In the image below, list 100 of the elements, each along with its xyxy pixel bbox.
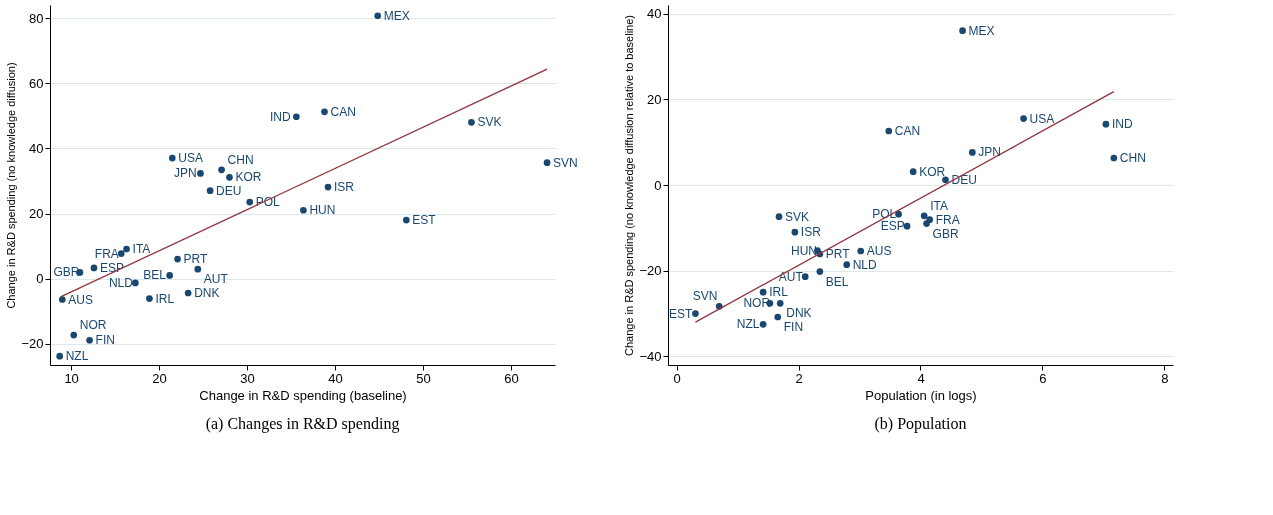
data-label: JPN [978, 145, 1002, 160]
point [90, 264, 98, 272]
point [174, 255, 181, 263]
data-label: AUS [68, 292, 93, 307]
point [374, 12, 382, 20]
data-label: USA [1029, 111, 1055, 126]
data-label: CHN [227, 152, 254, 167]
point [759, 320, 767, 328]
point [959, 27, 966, 35]
point [468, 118, 475, 126]
point [774, 313, 782, 321]
point [292, 113, 300, 121]
y-tick-label: 0 [36, 271, 44, 287]
data-label: MEX [968, 23, 995, 38]
data-label: PRT [825, 247, 851, 261]
y-tick-label: 40 [29, 140, 44, 156]
data-label: MEX [383, 8, 410, 23]
data-label: CAN [894, 124, 921, 138]
y-tick-label: 80 [29, 10, 44, 26]
data-label: CAN [330, 104, 356, 119]
point [692, 310, 699, 317]
point [194, 265, 202, 273]
y-tick-label: 0 [654, 177, 662, 193]
x-tick-label: 4 [917, 370, 925, 386]
y-tick-label: 60 [29, 75, 44, 91]
data-label: GBR [932, 226, 959, 241]
point [86, 336, 93, 344]
point [197, 170, 204, 177]
data-label: ESP [99, 260, 125, 275]
data-label: ITA [132, 242, 151, 257]
y-tick-label: −20 [21, 336, 44, 352]
point [1102, 120, 1110, 128]
point [324, 183, 332, 191]
point [246, 198, 254, 206]
x-tick-label: 10 [64, 370, 79, 386]
point [70, 331, 78, 339]
point [226, 174, 233, 181]
x-axis-title: Change in R&D spending (baseline) [199, 387, 407, 403]
text: (b) Population [874, 415, 967, 433]
data-label: USA [178, 151, 203, 166]
x-tick-label: 6 [1039, 370, 1047, 386]
y-tick-label: −20 [639, 263, 662, 279]
y-axis-title: Change in R&D spending (no knowledge diffusion) [5, 62, 18, 309]
data-label: BEL [825, 274, 849, 289]
data-label: ESP [880, 219, 905, 234]
point [166, 272, 174, 279]
data-label: CHN [1119, 151, 1146, 165]
point [1110, 154, 1118, 162]
x-tick-label: 50 [416, 370, 431, 386]
x-tick-label: 8 [1161, 370, 1169, 386]
data-label: SVN [553, 155, 578, 170]
data-label: JPN [174, 166, 197, 181]
data-label: ITA [930, 198, 948, 213]
point [968, 149, 976, 156]
data-label: DEU [216, 183, 242, 198]
x-tick-label: 0 [673, 370, 681, 386]
data-label: ISR [334, 180, 355, 195]
x-tick-label: 40 [328, 370, 343, 386]
point [775, 213, 783, 221]
point [885, 127, 893, 135]
data-label: AUS [866, 244, 892, 258]
data-label: HUN [309, 203, 336, 218]
data-label: NZL [736, 317, 760, 332]
point [543, 159, 551, 167]
point [168, 154, 176, 162]
x-tick-label: 2 [795, 370, 803, 386]
data-label: IND [1111, 117, 1133, 132]
data-label: EST [412, 213, 437, 228]
data-label: KOR [235, 170, 262, 185]
data-label: DNK [786, 306, 812, 321]
data-label: KOR [919, 164, 946, 179]
point [759, 288, 767, 296]
point [857, 247, 865, 255]
data-label: PRT [183, 252, 209, 267]
data-label: NLD [108, 275, 134, 290]
y-axis-title: Change in R&D spending (no knowledge diffusion relative to baseline) [623, 14, 636, 357]
x-tick-label: 30 [240, 370, 255, 386]
y-tick-label: 40 [647, 6, 662, 22]
data-label: DEU [951, 172, 977, 187]
point [843, 261, 851, 269]
data-label: DNK [194, 286, 220, 300]
point [123, 245, 130, 253]
point [1020, 115, 1027, 122]
data-label: SVN [692, 289, 718, 304]
y-tick-label: 20 [647, 91, 662, 107]
point [206, 187, 214, 195]
x-axis-title: Population (in logs) [865, 387, 977, 403]
data-label: AUT [778, 269, 804, 284]
point [300, 206, 307, 214]
data-label: NOR [79, 318, 107, 333]
point [56, 352, 64, 360]
data-label: NZL [65, 349, 89, 364]
x-tick-label: 60 [504, 370, 519, 386]
point [909, 168, 917, 176]
data-label: IRL [769, 285, 789, 300]
point [402, 216, 410, 224]
data-label: ISR [800, 225, 822, 240]
x-tick-label: 20 [152, 370, 167, 386]
point [920, 212, 928, 220]
y-tick-label: −40 [639, 348, 662, 364]
